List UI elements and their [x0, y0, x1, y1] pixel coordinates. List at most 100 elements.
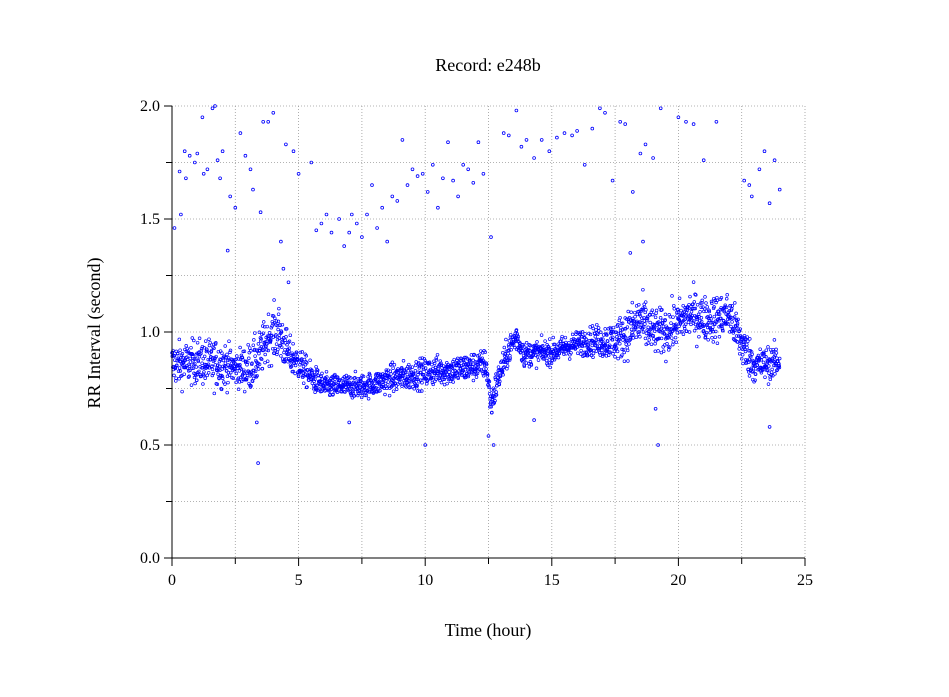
data-point [286, 280, 291, 285]
data-point [513, 337, 518, 342]
data-point [224, 368, 229, 373]
data-point [391, 389, 396, 393]
data-point [269, 363, 274, 368]
data-point [448, 373, 453, 377]
data-point [738, 327, 742, 331]
data-point [267, 331, 272, 335]
data-point [218, 357, 222, 362]
data-point [432, 359, 436, 364]
data-point [616, 323, 620, 327]
data-point [207, 343, 212, 348]
data-point [403, 370, 408, 374]
data-point [244, 377, 249, 382]
data-point [692, 300, 697, 304]
data-point [681, 332, 686, 336]
data-point [733, 328, 737, 332]
data-point [227, 339, 231, 343]
data-point [184, 176, 188, 181]
data-point [176, 369, 181, 373]
data-point [696, 312, 701, 317]
y-tick-label: 1.0 [140, 324, 160, 341]
data-point [610, 178, 615, 183]
data-point [194, 365, 199, 369]
data-point [365, 386, 369, 390]
data-point [664, 359, 668, 364]
data-point [176, 351, 180, 356]
data-point [640, 316, 644, 320]
data-point [423, 359, 428, 363]
data-point [178, 369, 183, 373]
data-point [504, 337, 508, 342]
data-point [707, 316, 711, 321]
data-point [711, 340, 716, 344]
data-point [357, 383, 362, 388]
data-point [335, 375, 340, 380]
data-point [774, 347, 778, 352]
data-point [508, 332, 513, 337]
data-point [223, 382, 227, 386]
data-point [189, 345, 193, 350]
data-point [693, 306, 698, 311]
data-point [215, 366, 219, 371]
x-tick-label: 10 [417, 572, 433, 589]
data-point [506, 343, 511, 347]
data-point [296, 172, 301, 176]
data-point [404, 378, 409, 382]
data-point [519, 144, 524, 149]
data-point [384, 368, 389, 372]
data-point [472, 372, 477, 376]
data-point [638, 334, 642, 339]
data-point [295, 354, 300, 359]
data-point [761, 350, 766, 355]
data-point [669, 332, 674, 336]
data-point [649, 342, 654, 346]
data-point [325, 375, 329, 379]
data-point [347, 420, 352, 425]
y-tick-label: 1.5 [140, 211, 160, 228]
data-point [547, 346, 551, 351]
data-point [300, 361, 305, 365]
data-point [500, 370, 505, 375]
data-point [237, 369, 242, 373]
data-point [226, 380, 230, 385]
data-point [690, 318, 694, 323]
data-point [771, 349, 776, 354]
data-point [701, 158, 706, 163]
data-point [498, 374, 503, 378]
data-point [490, 410, 494, 415]
data-point [726, 322, 731, 326]
data-point [253, 369, 258, 373]
data-point [413, 363, 418, 368]
data-point [414, 377, 419, 381]
data-point [485, 374, 490, 378]
data-point [430, 380, 435, 385]
data-point [317, 387, 322, 391]
data-point [357, 389, 361, 393]
data-point [678, 330, 682, 334]
data-point [260, 324, 265, 328]
data-point [206, 357, 210, 362]
data-point [620, 321, 625, 325]
data-point [547, 358, 552, 362]
data-point [264, 348, 269, 352]
data-point [358, 385, 362, 389]
data-point [761, 368, 765, 372]
data-point [743, 347, 747, 352]
data-point [740, 337, 744, 341]
data-point [498, 379, 502, 384]
data-point [506, 351, 510, 356]
data-point [711, 325, 715, 329]
data-point [729, 324, 733, 329]
data-point [709, 317, 713, 321]
data-point [279, 354, 283, 358]
data-point [715, 298, 719, 303]
data-point [524, 341, 529, 345]
data-point [208, 340, 212, 345]
data-point [193, 381, 197, 386]
data-point [252, 338, 256, 342]
data-point [205, 167, 210, 172]
data-point [476, 369, 480, 373]
data-point [487, 383, 491, 388]
data-point [600, 354, 605, 358]
data-point [591, 351, 596, 356]
